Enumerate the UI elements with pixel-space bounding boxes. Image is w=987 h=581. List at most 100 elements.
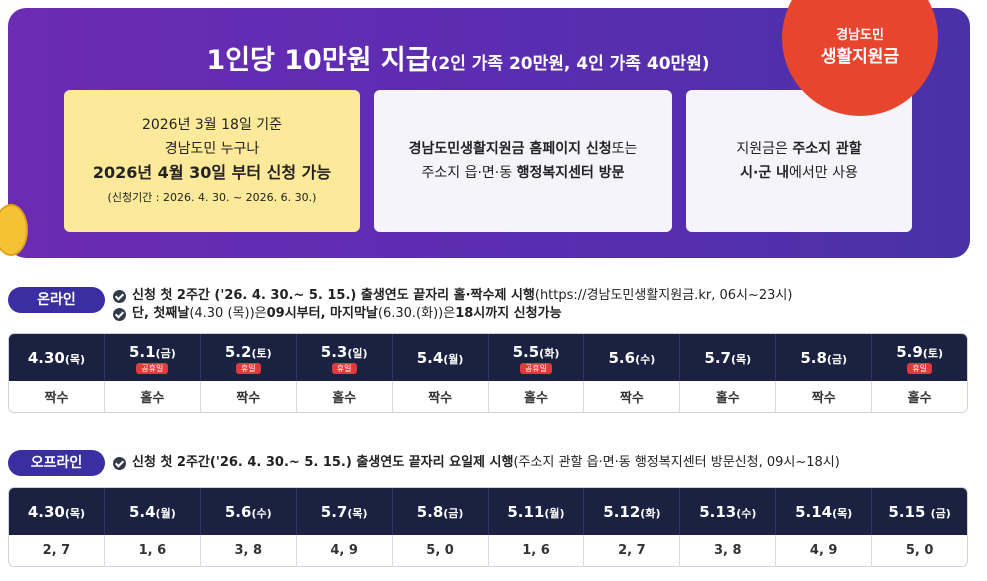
date-line: 5.13(수) bbox=[699, 502, 756, 521]
header-cell: 5.7(목) bbox=[680, 334, 777, 381]
day: (금) bbox=[826, 353, 848, 366]
card-line: 2026년 3월 18일 기준 bbox=[142, 113, 282, 137]
note: 신청 첫 2주간('26. 4. 30.~ 5. 15.) 출생연도 끝자리 요… bbox=[113, 454, 840, 472]
date-line: 5.9(토) bbox=[896, 342, 943, 361]
header-cell: 5.15 (금) bbox=[872, 488, 967, 535]
date-line: 5.6(수) bbox=[609, 348, 656, 367]
text-run: 경남도민 누구나 bbox=[164, 140, 260, 157]
banner-title: 1인당 10만원 지급(2인 가족 20만원, 4인 가족 40만원) bbox=[8, 38, 908, 77]
card-line: 경남도민생활지원금 홈페이지 신청또는 bbox=[409, 137, 638, 161]
text-run: (주소지 관할 읍·면·동 행정복지센터 방문신청, 09시~18시) bbox=[513, 455, 840, 470]
value-cell: 3, 8 bbox=[201, 535, 297, 566]
text-run: 행정복지센터 방문 bbox=[516, 165, 625, 181]
text-run: 에서만 사용 bbox=[788, 165, 858, 181]
header-cell: 5.12(화) bbox=[584, 488, 681, 535]
date: 5.1 bbox=[128, 342, 156, 361]
value-cell: 짝수 bbox=[584, 381, 681, 412]
date: 5.9 bbox=[896, 342, 923, 361]
value-cell: 홀수 bbox=[489, 381, 585, 412]
date: 5.7 bbox=[320, 503, 348, 521]
text-run: 시·군 내 bbox=[740, 165, 789, 181]
header-cell: 5.4(월) bbox=[393, 334, 489, 381]
day: (토) bbox=[251, 346, 272, 360]
subtitle: (2인 가족 20만원, 4인 가족 40만원) bbox=[430, 54, 710, 74]
header-cell: 5.3(일) 휴일 bbox=[297, 334, 393, 381]
value-cell: 홀수 bbox=[105, 381, 201, 412]
date: 5.8 bbox=[800, 349, 827, 367]
holiday-tag: 휴일 bbox=[331, 362, 357, 374]
note: 단, 첫째날 (4.30 (목))은 09시부터, 마지막날 (6.30.(화))은… bbox=[113, 305, 562, 323]
holiday-tag: 휴일 bbox=[235, 362, 261, 374]
value-cell: 짝수 bbox=[393, 381, 489, 412]
section-label: 오프라인 bbox=[8, 450, 105, 476]
holiday-tag: 휴일 bbox=[907, 362, 932, 374]
header-cell: 4.30(목) bbox=[9, 488, 105, 535]
card-line: 시·군 내에서만 사용 bbox=[740, 161, 858, 185]
value-cell: 짝수 bbox=[9, 381, 105, 412]
date-line: 5.5(화) bbox=[513, 342, 560, 361]
value-cell: 4, 9 bbox=[776, 535, 873, 566]
header-cell: 5.7(목) bbox=[297, 488, 393, 535]
header-row: 4.30(목) 5.1(금) 공휴일 5.2(토) 휴일 5.3(일) 휴일 5.4(월) 5.… bbox=[9, 334, 967, 381]
date: 5.4 bbox=[128, 503, 156, 521]
text-run: 09시부터, 마지막날 bbox=[266, 306, 378, 321]
date-line: 5.1(금) bbox=[129, 342, 176, 361]
header-row: 4.30(목) 5.4(월) 5.6(수) 5.7(목) 5.8(금) 5.11(월) 5.… bbox=[9, 488, 967, 535]
header-cell: 5.8(금) bbox=[393, 488, 489, 535]
text-run: (4.30 (목))은 bbox=[189, 306, 267, 321]
value-cell: 2, 7 bbox=[584, 535, 681, 566]
date-line: 5.14(목) bbox=[795, 502, 852, 521]
date: 5.5 bbox=[512, 342, 540, 361]
date: 4.30 bbox=[27, 503, 65, 521]
header-cell: 5.5(화) 공휴일 bbox=[489, 334, 585, 381]
badge-line: 경남도민 bbox=[836, 28, 884, 43]
text-run: 주소지 관할 bbox=[792, 141, 862, 157]
date-line: 4.30(목) bbox=[28, 502, 85, 521]
day: (수) bbox=[251, 507, 272, 520]
card-line: 2026년 4월 30일 부터 신청 가능 bbox=[93, 161, 331, 185]
day: (일) bbox=[347, 346, 368, 360]
text-run: 또는 bbox=[611, 141, 638, 157]
day: (수) bbox=[635, 353, 656, 366]
text-run: 경남도민생활지원금 홈페이지 신청 bbox=[408, 141, 612, 157]
date: 5.6 bbox=[608, 349, 636, 367]
day: (월) bbox=[155, 507, 176, 520]
text-run: 지원금은 bbox=[736, 141, 793, 157]
day: (금) bbox=[155, 346, 176, 360]
value-cell: 짝수 bbox=[776, 381, 873, 412]
date-line: 5.11(월) bbox=[507, 502, 564, 521]
header-cell: 5.13(수) bbox=[680, 488, 777, 535]
day: (목) bbox=[832, 507, 853, 520]
holiday-tag: 공휴일 bbox=[136, 362, 169, 374]
date: 5.8 bbox=[416, 503, 444, 521]
date-line: 5.3(일) bbox=[321, 342, 368, 361]
day: (목) bbox=[730, 353, 752, 366]
date: 5.4 bbox=[416, 349, 444, 367]
card-line: (신청기간 : 2026. 4. 30. ~ 2026. 6. 30.) bbox=[108, 185, 317, 210]
text-run: 2026년 4월 30일 부터 신청 가능 bbox=[92, 162, 332, 182]
header-cell: 5.14(목) bbox=[776, 488, 873, 535]
day: (목) bbox=[347, 507, 368, 520]
date-line: 5.12(화) bbox=[603, 502, 660, 521]
date: 5.7 bbox=[704, 349, 731, 367]
day: (화) bbox=[640, 507, 661, 520]
date-line: 5.7(목) bbox=[321, 502, 368, 521]
date: 5.6 bbox=[224, 503, 252, 521]
value-cell: 2, 7 bbox=[9, 535, 105, 566]
info-card: 경남도민생활지원금 홈페이지 신청또는 주소지 읍·면·동 행정복지센터 방문 bbox=[374, 90, 672, 232]
note: 신청 첫 2주간 ('26. 4. 30.~ 5. 15.) 출생연도 끝자리 … bbox=[113, 287, 792, 305]
date-line: 4.30(목) bbox=[28, 348, 85, 367]
header-cell: 4.30(목) bbox=[9, 334, 105, 381]
header-cell: 5.6(수) bbox=[201, 488, 297, 535]
coin-icon bbox=[0, 204, 28, 256]
badge-line: 생활지원금 bbox=[820, 47, 900, 67]
header-cell: 5.8(금) bbox=[776, 334, 873, 381]
value-cell: 홀수 bbox=[907, 391, 932, 406]
date-line: 5.2(토) bbox=[225, 342, 272, 361]
date: 5.15 bbox=[888, 503, 931, 521]
header-cell: 5.1(금) 공휴일 bbox=[105, 334, 201, 381]
date: 5.14 bbox=[795, 503, 833, 521]
